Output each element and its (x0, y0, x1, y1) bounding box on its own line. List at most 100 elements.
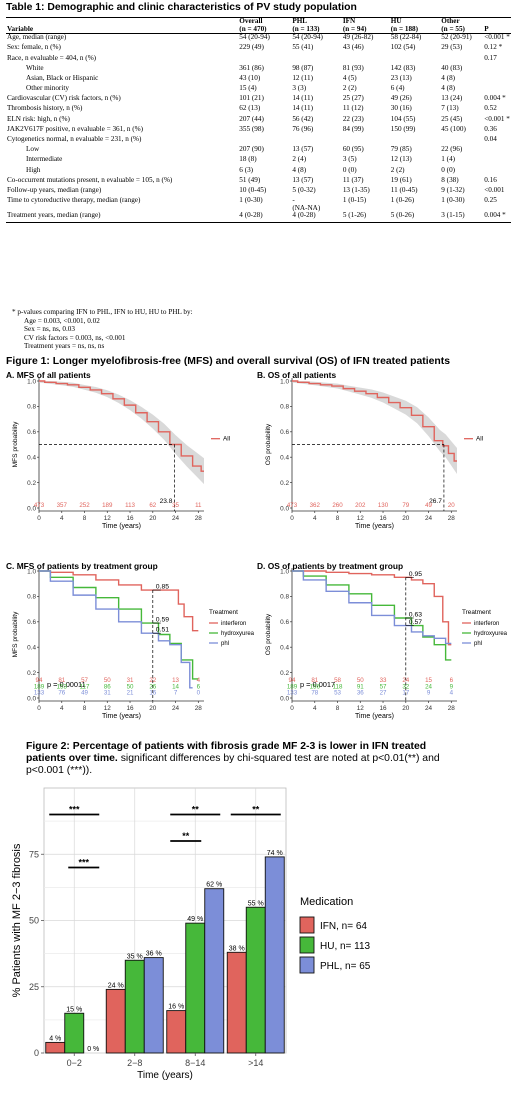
y-tick-label: 0.6 (27, 429, 36, 436)
table-cell: 49 (26-82) (342, 33, 374, 42)
at-risk-count: 7 (174, 690, 178, 697)
table-cell: 102 (54) (390, 43, 416, 52)
bar-value-label: 15 % (66, 1006, 82, 1013)
table-row: Cytogenetics normal, n evaluable = 231, … (6, 135, 511, 146)
row-label: Intermediate (26, 155, 63, 164)
confidence-band (39, 381, 204, 485)
footnote-line: Age = 0.003, <0.001, 0.02 (24, 316, 100, 325)
table-cell: 8 (38) (441, 175, 459, 184)
x-axis-title: Time (years) (102, 523, 141, 530)
at-risk-count: 24 (425, 683, 432, 690)
significance-label: ** (182, 831, 190, 841)
table-cell: 22 (96) (441, 145, 463, 154)
table-cell: 30 (16) (390, 104, 412, 113)
table-cell: 3 (1-15) (440, 212, 484, 224)
table-cell: 0 (0) (441, 165, 456, 174)
table-cell: 0.04 (484, 135, 497, 143)
table-cell: 4 (8) (441, 73, 456, 82)
bar-value-label: 74 % (267, 850, 283, 857)
table-row: Low 207 (90) 13 (57) 60 (95) 79 (85) 22 (96) (6, 145, 511, 156)
bar-value-label: 16 % (168, 1004, 184, 1011)
legend-label: hydroxyurea (221, 631, 255, 637)
table-cell: 0.004 * (483, 212, 511, 224)
at-risk-count: 22 (149, 677, 156, 684)
x-tick-label: 0 (37, 705, 41, 712)
at-risk-count: 202 (355, 502, 366, 509)
x-tick-label: 0 (290, 515, 294, 522)
y-tick-label: 75 (29, 849, 39, 859)
table-cell: 19 (61) (390, 175, 412, 184)
table-cell: 11 (37) (342, 175, 364, 184)
table-cell: - (NA-NA) (292, 196, 321, 212)
at-risk-count: 189 (287, 683, 298, 690)
table-cell: 22 (23) (342, 114, 364, 123)
table-cell: 5 (0-32) (292, 185, 316, 194)
table-row: Asian, Black or Hispanic 43 (10) 12 (11) 4 … (6, 73, 511, 85)
table-cell: <0.001 (484, 185, 505, 194)
at-risk-count: 6 (197, 683, 201, 690)
table-cell: 10 (0-45) (239, 185, 267, 194)
table-cell: 0.52 (484, 104, 497, 113)
table-cell: 11 (0-45) (390, 185, 418, 194)
table-cell: 1 (4) (441, 155, 456, 164)
row-label: Other minority (26, 84, 69, 93)
km-curve-All (39, 380, 204, 472)
row-label: High (26, 165, 41, 174)
at-risk-count: 31 (127, 677, 134, 684)
km-curve-phl (292, 570, 452, 645)
median-label: 23.8 (160, 498, 173, 505)
at-risk-count: 156 (310, 683, 321, 690)
legend-swatch (299, 956, 315, 974)
y-axis-title: MFS probability (12, 611, 19, 658)
at-risk-count: 79 (402, 502, 409, 509)
table-cell: 14 (11) (292, 94, 314, 103)
table-cell: 0 (0) (342, 165, 357, 174)
table-cell: 9 (1-32) (441, 185, 465, 194)
bar-value-label: 24 % (108, 982, 124, 989)
row-label: Treatment years, median (range) (6, 212, 239, 224)
table-cell: 56 (42) (292, 114, 314, 123)
at-risk-count: 0 (197, 690, 201, 697)
table-cell: 13 (1-35) (342, 185, 370, 194)
row-label: Follow-up years, median (range) (7, 185, 102, 194)
legend-label: HU, n= 113 (320, 941, 371, 952)
table-cell: 207 (44) (239, 114, 264, 123)
at-risk-count: 50 (357, 677, 364, 684)
x-tick-label: 4 (313, 705, 317, 712)
table-cell: 7 (13) (441, 104, 459, 113)
y-tick-label: 0.2 (27, 480, 36, 487)
at-risk-count: 91 (357, 683, 364, 690)
at-risk-count: 13 (172, 677, 179, 684)
table-row: Race, n evaluable = 404, n (%) 0.17 (6, 54, 511, 65)
table-cell: 45 (100) (441, 124, 466, 133)
x-tick-label: 28 (448, 515, 456, 522)
x-tick-label: 24 (425, 705, 433, 712)
y-tick-label: 0.2 (280, 670, 289, 677)
x-tick-label: 12 (357, 705, 365, 712)
bar-value-label: 62 % (206, 882, 222, 889)
confidence-band (292, 381, 457, 474)
bar-HU, n= 113 (124, 959, 145, 1054)
at-risk-count: 21 (127, 690, 134, 697)
table-row: Follow-up years, median (range) 10 (0-45)… (6, 185, 511, 197)
x-tick-label: 0 (290, 705, 294, 712)
x-tick-label: 20 (149, 705, 157, 712)
x-axis-title: Time (years) (355, 523, 394, 530)
y-tick-label: 0.6 (280, 619, 289, 626)
y-tick-label: 0.4 (280, 645, 289, 652)
x-tick-label: 0−2 (67, 1058, 82, 1068)
y-tick-label: 1.0 (27, 378, 36, 385)
at-risk-count: 14 (172, 683, 179, 690)
legend-label: IFN, n= 64 (320, 921, 367, 932)
table-cell (483, 146, 511, 156)
x-tick-label: 20 (149, 515, 157, 522)
at-risk-count: 57 (380, 683, 387, 690)
row-label: Age, median (range) (7, 33, 67, 42)
table-row: JAK2V617F positive, n evaluable = 361, n… (6, 124, 511, 136)
footnote-line: * p-values comparing IFN to PHL, IFN to … (12, 308, 193, 316)
table-cell: 2 (4) (292, 155, 307, 164)
table-cell: 25 (27) (342, 94, 364, 103)
bar-PHL, n= 65 (204, 888, 225, 1054)
x-tick-label: 28 (448, 705, 456, 712)
